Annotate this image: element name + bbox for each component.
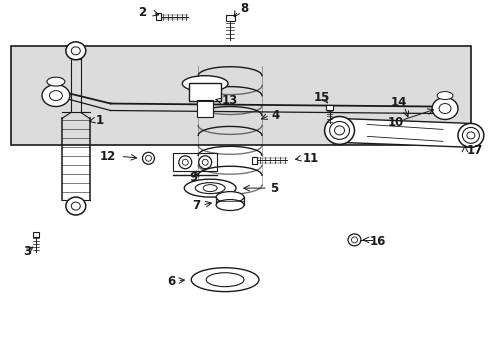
Ellipse shape (203, 185, 217, 192)
Text: 8: 8 (240, 3, 248, 15)
Text: 2: 2 (138, 6, 146, 19)
Text: 15: 15 (313, 91, 329, 104)
Text: 4: 4 (271, 109, 280, 122)
Ellipse shape (431, 98, 457, 120)
Ellipse shape (438, 104, 450, 113)
Ellipse shape (42, 85, 70, 107)
Text: 17: 17 (466, 144, 482, 157)
Ellipse shape (334, 126, 344, 135)
Ellipse shape (202, 159, 208, 165)
Ellipse shape (66, 42, 85, 60)
Text: 16: 16 (368, 235, 385, 248)
Ellipse shape (145, 155, 151, 161)
Ellipse shape (324, 117, 354, 144)
Bar (325, 105, 332, 109)
Text: 1: 1 (96, 114, 103, 127)
Bar (155, 13, 160, 21)
Ellipse shape (142, 152, 154, 164)
Ellipse shape (71, 202, 80, 210)
Ellipse shape (49, 91, 62, 100)
Text: 6: 6 (167, 275, 175, 288)
Ellipse shape (347, 234, 360, 246)
Text: 7: 7 (192, 199, 200, 212)
Ellipse shape (182, 159, 188, 165)
Ellipse shape (195, 183, 224, 194)
Ellipse shape (179, 156, 191, 169)
Ellipse shape (206, 273, 244, 287)
Ellipse shape (47, 77, 65, 86)
Bar (251, 157, 257, 164)
Text: 11: 11 (302, 152, 318, 165)
Bar (33, 232, 40, 237)
Ellipse shape (198, 156, 211, 169)
Text: 9: 9 (189, 171, 197, 184)
Text: 14: 14 (390, 96, 407, 109)
Ellipse shape (182, 76, 227, 91)
Ellipse shape (462, 127, 478, 143)
Ellipse shape (436, 91, 452, 100)
Polygon shape (339, 118, 470, 147)
Text: 5: 5 (269, 182, 278, 195)
Ellipse shape (457, 123, 483, 147)
Ellipse shape (351, 237, 357, 243)
Text: 3: 3 (23, 245, 31, 258)
Bar (197, 100, 213, 117)
Text: 12: 12 (99, 150, 115, 163)
Text: 10: 10 (386, 116, 403, 129)
Bar (173, 153, 217, 171)
Text: 13: 13 (222, 94, 238, 107)
Ellipse shape (191, 268, 259, 292)
Ellipse shape (71, 47, 80, 55)
Ellipse shape (66, 197, 85, 215)
Ellipse shape (184, 179, 236, 197)
Ellipse shape (216, 192, 244, 203)
Bar (11, 46, 470, 145)
Ellipse shape (216, 199, 244, 211)
Bar (189, 83, 221, 100)
Ellipse shape (466, 132, 474, 139)
Ellipse shape (329, 121, 349, 139)
Bar (225, 15, 234, 21)
